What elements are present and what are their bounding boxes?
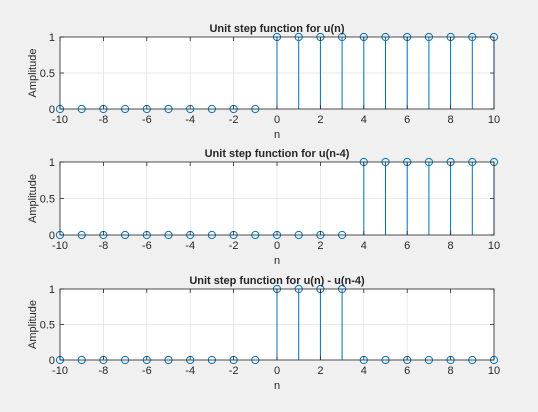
x-tick-label: 2 — [317, 365, 323, 377]
x-tick-label: 8 — [448, 240, 454, 252]
y-tick-label: 1 — [49, 157, 55, 169]
y-tick-label: 1 — [49, 32, 55, 44]
x-tick-label: 8 — [448, 365, 454, 377]
y-tick-label: 1 — [49, 284, 55, 296]
x-tick-label: -2 — [229, 114, 239, 126]
x-tick-label: -6 — [142, 365, 152, 377]
x-tick-label: -2 — [229, 240, 239, 252]
x-tick-label: 4 — [361, 240, 367, 252]
x-tick-label: 0 — [274, 240, 280, 252]
x-tick-label: 2 — [317, 240, 323, 252]
x-tick-label: 10 — [488, 240, 500, 252]
x-tick-label: 6 — [404, 240, 410, 252]
x-tick-label: -6 — [142, 114, 152, 126]
x-tick-label: 8 — [448, 114, 454, 126]
x-tick-label: -8 — [99, 114, 109, 126]
x-tick-label: 10 — [488, 114, 500, 126]
y-tick-label: 0.5 — [40, 194, 55, 206]
chart-title: Unit step function for u(n-4) — [205, 148, 350, 160]
x-tick-label: -8 — [99, 365, 109, 377]
x-tick-label: -4 — [185, 365, 195, 377]
y-axis-label: Amplitude — [27, 174, 39, 223]
x-axis-label: n — [274, 255, 280, 267]
y-tick-label: 0 — [49, 104, 55, 116]
chart-title: Unit step function for u(n) - u(n-4) — [189, 275, 365, 287]
x-tick-label: 4 — [361, 365, 367, 377]
x-tick-label: -8 — [99, 240, 109, 252]
x-tick-label: -2 — [229, 365, 239, 377]
x-axis-label: n — [274, 129, 280, 141]
y-tick-label: 0.5 — [40, 68, 55, 80]
chart-title: Unit step function for u(n) — [209, 23, 344, 35]
y-tick-label: 0.5 — [40, 320, 55, 332]
y-axis-label: Amplitude — [27, 300, 39, 349]
x-tick-label: 6 — [404, 114, 410, 126]
x-axis-label: n — [274, 380, 280, 392]
x-tick-label: 4 — [361, 114, 367, 126]
x-tick-label: 0 — [274, 114, 280, 126]
y-axis-label: Amplitude — [27, 49, 39, 98]
x-tick-label: 6 — [404, 365, 410, 377]
x-tick-label: -4 — [185, 114, 195, 126]
y-tick-label: 0 — [49, 355, 55, 367]
x-tick-label: 2 — [317, 114, 323, 126]
x-tick-label: -6 — [142, 240, 152, 252]
x-tick-label: -4 — [185, 240, 195, 252]
y-tick-label: 0 — [49, 230, 55, 242]
x-tick-label: 0 — [274, 365, 280, 377]
x-tick-label: 10 — [488, 365, 500, 377]
